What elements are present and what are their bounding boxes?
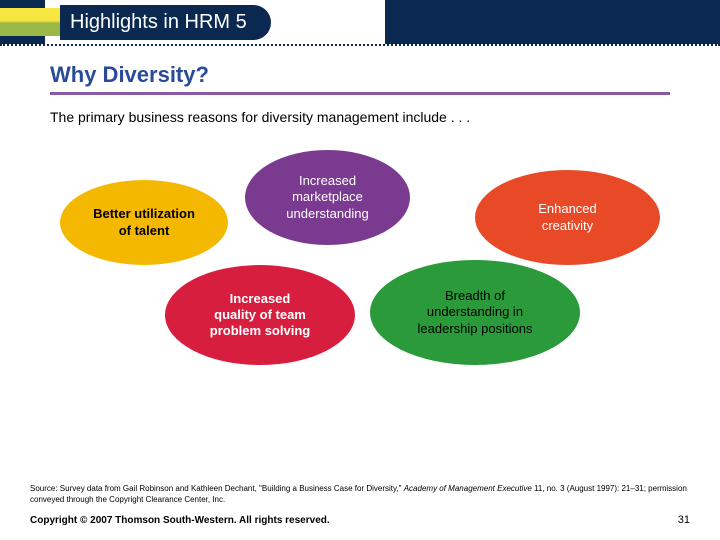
bubble-diagram: Better utilizationof talentIncreasedmark… xyxy=(50,145,670,375)
footer: Source: Survey data from Gail Robinson a… xyxy=(30,484,690,526)
bubble-leadership: Breadth ofunderstanding inleadership pos… xyxy=(370,260,580,365)
bubble-teamwork: Increasedquality of teamproblem solving xyxy=(165,265,355,365)
content-area: Why Diversity? The primary business reas… xyxy=(0,44,720,375)
header-divider xyxy=(0,44,720,46)
bubble-marketplace: Increasedmarketplaceunderstanding xyxy=(245,150,410,245)
source-citation: Source: Survey data from Gail Robinson a… xyxy=(30,484,690,505)
copyright: Copyright © 2007 Thomson South-Western. … xyxy=(30,515,690,526)
intro-text: The primary business reasons for diversi… xyxy=(50,109,670,125)
source-prefix: Source: Survey data from Gail Robinson a… xyxy=(30,484,404,493)
bubble-creativity: Enhancedcreativity xyxy=(475,170,660,265)
page-number: 31 xyxy=(678,514,690,526)
section-heading: Why Diversity? xyxy=(50,62,670,88)
page-title: Highlights in HRM 5 xyxy=(60,5,271,40)
source-italic: Academy of Management Executive xyxy=(404,484,532,493)
bubble-talent: Better utilizationof talent xyxy=(60,180,228,265)
header-bar: Highlights in HRM 5 xyxy=(0,0,720,44)
section-underline xyxy=(50,92,670,95)
